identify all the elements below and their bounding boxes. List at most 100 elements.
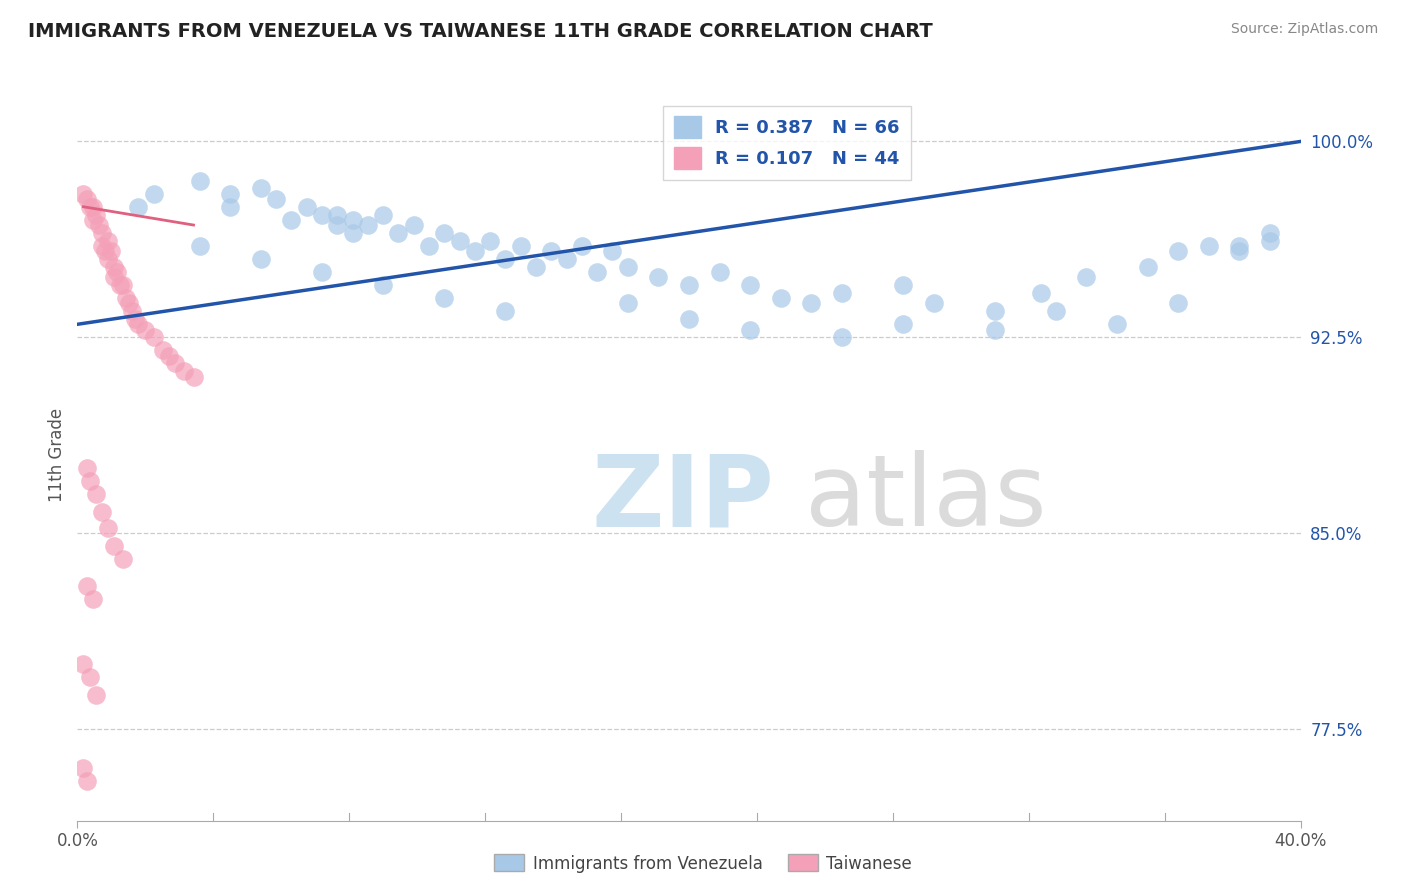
Point (464, 244, 486, 259)
Text: Source: ZipAtlas.com: Source: ZipAtlas.com (1230, 22, 1378, 37)
Point (90, 226, 112, 240)
Point (128, 200, 150, 214)
Point (984, 322, 1007, 336)
Point (72, 761, 94, 775)
Point (1229, 244, 1251, 259)
Point (97, 521, 120, 535)
Point (79, 474, 101, 488)
Point (142, 186, 165, 201)
Point (1198, 239, 1220, 253)
Point (76, 461, 98, 475)
Legend: R = 0.387   N = 66, R = 0.107   N = 44: R = 0.387 N = 66, R = 0.107 N = 44 (664, 105, 911, 180)
Point (769, 291, 792, 305)
Point (94, 244, 117, 259)
Point (264, 192, 287, 206)
Point (121, 304, 143, 318)
Point (831, 330, 853, 344)
Point (87, 218, 110, 232)
Point (984, 304, 1007, 318)
Point (134, 322, 156, 336)
Point (280, 212, 302, 227)
Text: atlas: atlas (806, 450, 1047, 548)
Point (311, 208, 333, 222)
Point (165, 357, 187, 371)
Point (295, 200, 318, 214)
Point (82, 591, 104, 606)
Point (183, 369, 205, 384)
Point (678, 312, 700, 326)
Point (1136, 260, 1159, 274)
Point (124, 312, 146, 326)
Point (311, 265, 333, 279)
Point (509, 239, 531, 253)
Point (112, 278, 135, 293)
Point (433, 291, 456, 305)
Point (103, 540, 125, 554)
Point (219, 186, 242, 201)
Point (112, 552, 135, 566)
Text: IMMIGRANTS FROM VENEZUELA VS TAIWANESE 11TH GRADE CORRELATION CHART: IMMIGRANTS FROM VENEZUELA VS TAIWANESE 1… (28, 22, 932, 41)
Point (97, 252, 120, 266)
Point (188, 174, 211, 188)
Point (76, 578, 98, 592)
Point (371, 278, 394, 293)
Point (1258, 234, 1281, 248)
Text: ZIP: ZIP (591, 450, 773, 548)
Point (586, 265, 609, 279)
Point (524, 260, 547, 274)
Point (90, 505, 112, 519)
Point (128, 318, 150, 332)
Point (84, 208, 107, 222)
Point (1107, 318, 1129, 332)
Y-axis label: 11th Grade: 11th Grade (48, 408, 66, 502)
Point (72, 657, 94, 671)
Point (152, 343, 174, 358)
Point (831, 285, 853, 300)
Point (540, 244, 562, 259)
Point (357, 218, 380, 232)
Point (76, 192, 98, 206)
Point (433, 226, 456, 240)
Point (495, 304, 517, 318)
Point (326, 218, 349, 232)
Point (1045, 304, 1067, 318)
Point (891, 318, 914, 332)
Point (90, 239, 112, 253)
Point (342, 226, 364, 240)
Point (115, 291, 138, 305)
Point (1167, 296, 1189, 310)
Point (800, 296, 823, 310)
Point (479, 234, 502, 248)
Point (891, 278, 914, 293)
Point (371, 208, 394, 222)
Point (219, 200, 242, 214)
Point (1258, 226, 1281, 240)
Point (72, 186, 94, 201)
Point (76, 774, 98, 789)
Point (108, 278, 131, 293)
Legend: Immigrants from Venezuela, Taiwanese: Immigrants from Venezuela, Taiwanese (488, 847, 918, 880)
Point (173, 364, 195, 378)
Point (1167, 244, 1189, 259)
Point (418, 239, 440, 253)
Point (84, 487, 107, 501)
Point (188, 239, 211, 253)
Point (555, 252, 578, 266)
Point (1029, 285, 1052, 300)
Point (449, 234, 471, 248)
Point (740, 278, 762, 293)
Point (1076, 270, 1098, 285)
Point (342, 212, 364, 227)
Point (82, 200, 104, 214)
Point (79, 200, 101, 214)
Point (602, 244, 624, 259)
Point (617, 260, 640, 274)
Point (571, 239, 593, 253)
Point (142, 330, 165, 344)
Point (118, 296, 141, 310)
Point (495, 252, 517, 266)
Point (922, 296, 945, 310)
Point (326, 208, 349, 222)
Point (1229, 239, 1251, 253)
Point (105, 265, 128, 279)
